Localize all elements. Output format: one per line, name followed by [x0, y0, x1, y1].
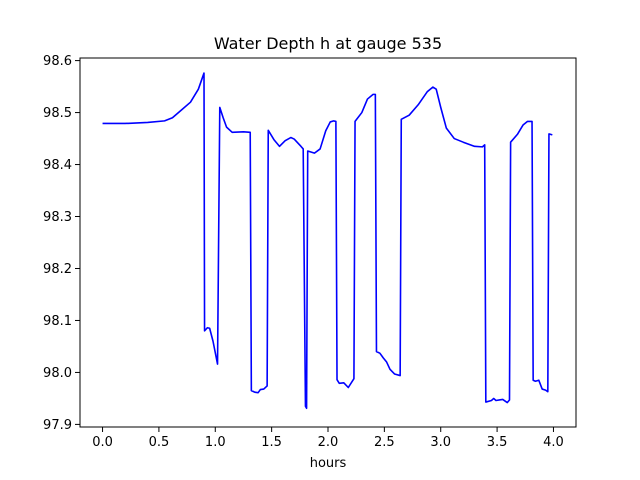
x-tick-label: 3.5 [487, 435, 508, 450]
x-tick-label: 3.0 [430, 435, 451, 450]
y-tick-label: 98.0 [43, 366, 72, 381]
y-tick-label: 97.9 [43, 418, 72, 433]
y-tick-label: 98.3 [43, 210, 72, 225]
x-tick-label: 0.5 [149, 435, 170, 450]
series-line-0 [102, 72, 553, 410]
x-tick-label: 4.0 [543, 435, 564, 450]
x-tick-label: 2.0 [318, 435, 339, 450]
x-axis-ticks: 0.0 0.5 1.0 1.5 2.0 2.5 3.0 3.5 4.0 [92, 427, 564, 450]
chart-title: Water Depth h at gauge 535 [214, 34, 442, 53]
x-axis-label: hours [310, 456, 347, 471]
x-tick-label: 0.0 [92, 435, 113, 450]
x-tick-label: 1.5 [261, 435, 282, 450]
y-tick-label: 98.4 [43, 158, 72, 173]
y-axis-ticks: 97.9 98.0 98.1 98.2 98.3 98.4 98.5 98.6 [43, 54, 80, 433]
plot-area [102, 72, 553, 410]
plot-frame [79, 57, 577, 428]
x-tick-label: 1.0 [205, 435, 226, 450]
y-tick-label: 98.6 [43, 54, 72, 69]
y-tick-label: 98.1 [43, 314, 72, 329]
x-tick-label: 2.5 [374, 435, 395, 450]
y-tick-label: 98.5 [43, 106, 72, 121]
y-tick-label: 98.2 [43, 262, 72, 277]
